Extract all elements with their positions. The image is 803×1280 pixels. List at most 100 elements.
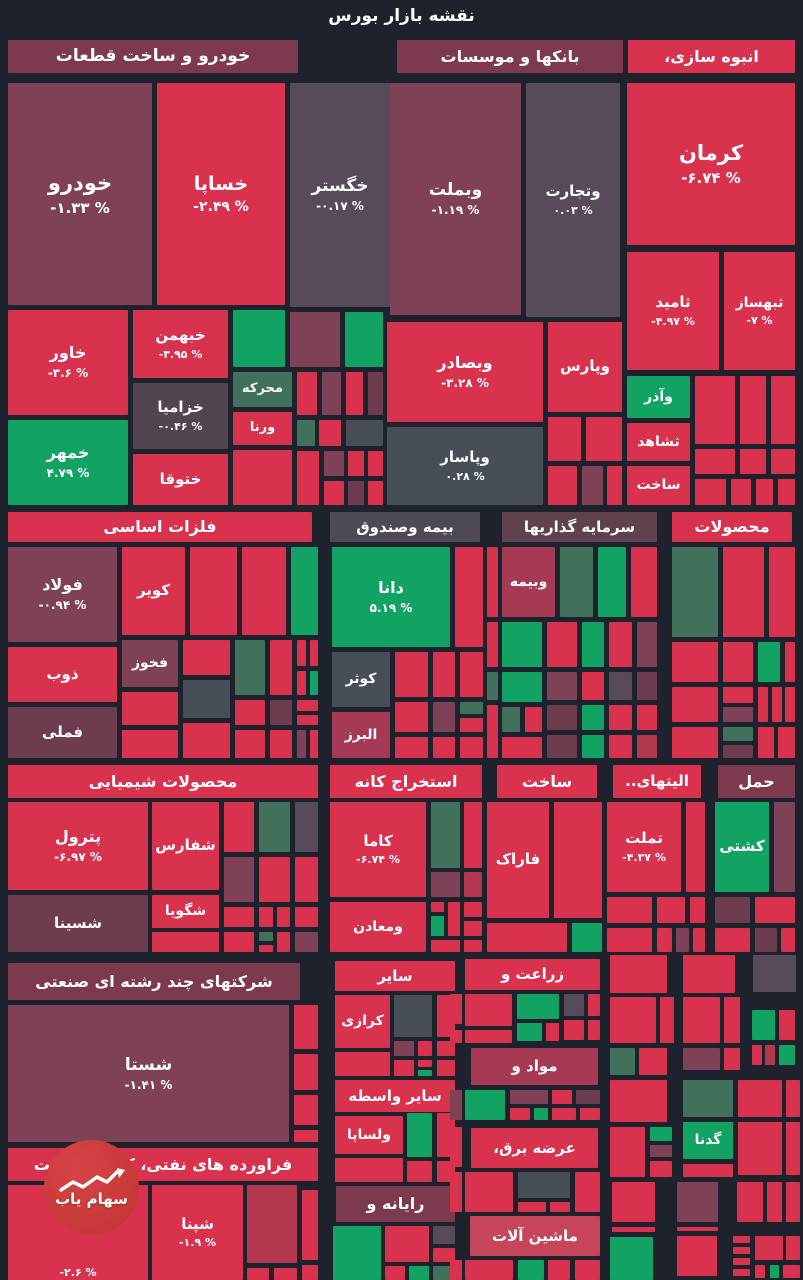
tile[interactable] <box>368 372 383 415</box>
tile[interactable] <box>774 802 795 892</box>
tile[interactable] <box>631 547 657 617</box>
tile[interactable] <box>752 1045 762 1065</box>
tile[interactable] <box>598 547 626 617</box>
tile[interactable] <box>487 672 498 700</box>
tile[interactable] <box>609 672 632 700</box>
sector-header-machinery[interactable]: ماشین آلات <box>470 1216 600 1256</box>
tile[interactable] <box>753 955 796 992</box>
tile[interactable] <box>733 1258 750 1265</box>
tile[interactable] <box>695 449 735 474</box>
tile[interactable] <box>224 932 254 952</box>
tile[interactable] <box>517 1023 542 1041</box>
sector-header-construction[interactable]: ساخت <box>497 765 597 798</box>
tile-وپارس[interactable]: وپارس <box>548 322 622 412</box>
tile-شسینا[interactable]: شسینا <box>8 895 148 952</box>
tile-وپاسار[interactable]: وپاسار ۰.۲۸ % <box>387 427 543 505</box>
tile[interactable] <box>394 1041 414 1056</box>
tile[interactable] <box>319 420 341 446</box>
tile[interactable] <box>324 451 344 476</box>
tile[interactable] <box>637 705 657 730</box>
tile[interactable] <box>552 1108 576 1120</box>
sector-header-computer[interactable]: رایانه و <box>336 1186 455 1222</box>
tile[interactable] <box>576 1090 600 1104</box>
tile[interactable] <box>607 928 652 952</box>
tile[interactable] <box>607 897 652 923</box>
tile[interactable] <box>310 640 318 666</box>
tile[interactable] <box>575 1260 600 1280</box>
tile[interactable] <box>291 547 318 635</box>
tile-ومعادن[interactable]: ومعادن <box>330 902 426 952</box>
tile[interactable] <box>510 1108 530 1120</box>
sector-header-transport[interactable]: حمل <box>718 765 795 798</box>
tile[interactable] <box>348 451 364 476</box>
tile[interactable] <box>345 312 383 367</box>
tile[interactable] <box>607 466 622 505</box>
sector-header-investments[interactable]: سرمایه گذاریها <box>502 512 657 542</box>
tile[interactable] <box>779 1010 795 1040</box>
tile-کویر[interactable]: کویر <box>122 547 185 635</box>
tile[interactable] <box>259 932 273 941</box>
tile[interactable] <box>455 547 483 647</box>
tile[interactable] <box>297 451 319 505</box>
tile-خگستر[interactable]: خگستر -۰.۱۷ % <box>290 83 390 307</box>
tile[interactable] <box>297 420 315 446</box>
sector-header-banks[interactable]: بانکها و موسسات <box>397 40 623 73</box>
tile[interactable] <box>510 1090 548 1104</box>
tile[interactable] <box>683 997 720 1043</box>
tile-محرکه[interactable]: محرکه <box>233 372 292 407</box>
sector-header-electricity[interactable]: عرضه برق، <box>471 1128 598 1168</box>
tile[interactable] <box>247 1268 269 1280</box>
tile[interactable] <box>586 417 622 461</box>
tile[interactable] <box>294 1130 318 1142</box>
tile[interactable] <box>786 1182 800 1222</box>
tile[interactable] <box>518 1202 546 1212</box>
tile[interactable] <box>612 1182 655 1222</box>
tile[interactable] <box>650 1145 672 1157</box>
tile-پترول[interactable]: پترول -۶.۹۷ % <box>8 802 148 890</box>
tile[interactable] <box>122 692 178 725</box>
tile[interactable] <box>460 718 483 732</box>
tile[interactable] <box>259 802 290 852</box>
tile[interactable] <box>683 1080 733 1117</box>
tile[interactable] <box>335 1052 390 1076</box>
tile[interactable] <box>756 479 773 505</box>
tile[interactable] <box>395 702 428 732</box>
tile[interactable] <box>465 1090 505 1120</box>
tile[interactable] <box>437 1041 455 1056</box>
tile[interactable] <box>737 1182 763 1222</box>
tile[interactable] <box>657 897 685 923</box>
tile-وبملت[interactable]: وبملت -۱.۱۹ % <box>390 83 521 315</box>
tile[interactable] <box>723 727 753 741</box>
tile[interactable] <box>690 897 705 923</box>
tile-خمهر[interactable]: خمهر ۴.۷۹ % <box>8 420 128 505</box>
sector-header-agriculture[interactable]: زراعت و <box>465 959 600 990</box>
tile[interactable] <box>770 1265 779 1278</box>
tile[interactable] <box>683 955 735 993</box>
tile[interactable] <box>778 727 795 758</box>
tile[interactable] <box>294 1054 318 1090</box>
tile[interactable] <box>637 622 657 667</box>
tile[interactable] <box>779 1045 795 1065</box>
tile[interactable] <box>242 547 286 635</box>
tile[interactable] <box>610 997 656 1043</box>
tile[interactable] <box>335 1158 403 1182</box>
tile[interactable] <box>785 642 795 682</box>
tile[interactable] <box>724 1048 740 1070</box>
tile[interactable] <box>295 907 318 927</box>
tile[interactable] <box>677 1182 718 1222</box>
tile[interactable] <box>676 928 689 952</box>
sector-header-conglomerates[interactable]: شرکتهای چند رشته ای صنعتی <box>8 963 300 1000</box>
tile[interactable] <box>247 1185 297 1263</box>
tile[interactable] <box>395 737 428 758</box>
tile[interactable] <box>548 466 577 505</box>
tile-کاما[interactable]: کاما -۶.۷۴ % <box>330 802 426 897</box>
tile[interactable] <box>502 622 542 667</box>
tile[interactable] <box>431 802 460 868</box>
tile-خبهمن[interactable]: خبهمن -۳.۹۵ % <box>133 310 228 378</box>
tile[interactable] <box>460 652 483 697</box>
tile[interactable] <box>609 622 632 667</box>
tile-وآذر[interactable]: وآذر <box>627 376 690 418</box>
tile[interactable] <box>433 1248 455 1262</box>
tile-شگویا[interactable]: شگویا <box>152 895 219 928</box>
tile[interactable] <box>487 547 498 617</box>
